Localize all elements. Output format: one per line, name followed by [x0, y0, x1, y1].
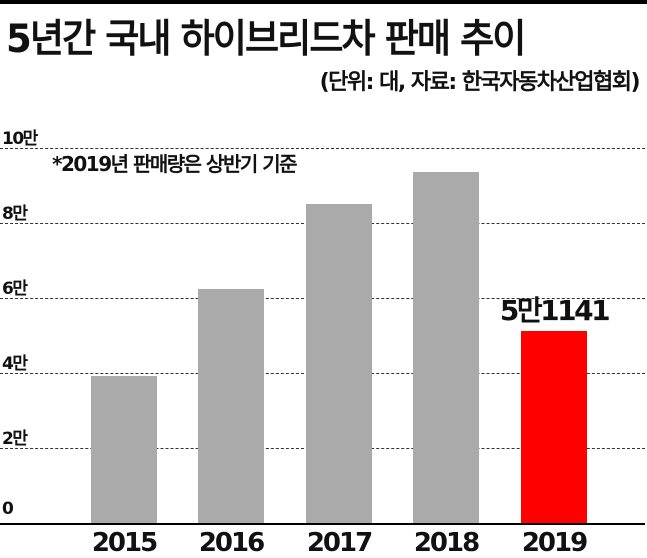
bar-2017: [306, 204, 372, 523]
bar-2019: [521, 331, 587, 523]
x-tick-label: 2017: [306, 528, 373, 558]
y-tick-label: 4만: [2, 354, 28, 374]
y-tick-label: 0: [2, 499, 14, 519]
bar-2015: [91, 376, 157, 523]
y-tick-label: 8만: [2, 204, 28, 224]
data-label-2019: 5만1141: [499, 294, 611, 327]
bar-2016: [198, 289, 264, 523]
x-tick-label: 2015: [91, 528, 158, 558]
y-tick-label: 6만: [2, 279, 28, 299]
top-rule: [0, 0, 647, 4]
x-tick-label: 2019: [521, 528, 588, 558]
bar-2018: [413, 172, 479, 523]
gridline: [0, 148, 645, 149]
x-tick-label: 2018: [413, 528, 480, 558]
y-tick-label: 2만: [2, 429, 28, 449]
x-tick-label: 2016: [198, 528, 265, 558]
chart-title: 5년간 국내 하이브리드차 판매 추이: [6, 17, 526, 62]
chart-note: *2019년 판매량은 상반기 기준: [52, 152, 298, 176]
y-tick-label: 10만: [2, 129, 38, 149]
x-axis-baseline: [0, 523, 645, 525]
chart-subtitle: (단위: 대, 자료: 한국자동차산업협회): [319, 70, 641, 95]
